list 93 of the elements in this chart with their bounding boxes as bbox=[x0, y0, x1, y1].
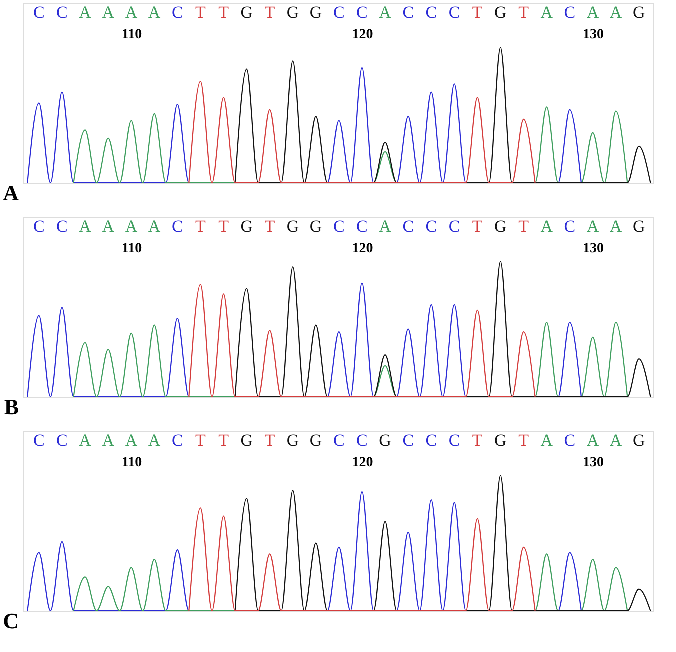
text: C bbox=[333, 3, 345, 22]
text: A bbox=[102, 3, 116, 22]
text: T bbox=[518, 217, 530, 236]
text: A bbox=[148, 217, 162, 236]
x-tick-label: 120 bbox=[352, 28, 374, 42]
x-tick-label: 130 bbox=[583, 456, 604, 470]
text: G bbox=[379, 431, 392, 450]
text: A bbox=[540, 3, 554, 22]
text: A bbox=[125, 217, 138, 236]
text: A bbox=[102, 431, 116, 450]
text: C bbox=[402, 431, 414, 450]
text: A bbox=[79, 217, 92, 236]
text: G bbox=[633, 3, 646, 22]
text: C bbox=[33, 431, 45, 450]
text: T bbox=[472, 3, 484, 22]
text: A bbox=[610, 431, 623, 450]
text: A bbox=[125, 431, 138, 450]
text: C bbox=[356, 3, 368, 22]
text: G bbox=[240, 217, 253, 236]
text: G bbox=[310, 217, 322, 236]
text: G bbox=[286, 3, 300, 22]
text: A bbox=[540, 217, 554, 236]
text: C bbox=[33, 217, 45, 236]
text: C bbox=[333, 217, 345, 236]
text: T bbox=[218, 217, 230, 236]
text: A bbox=[610, 217, 623, 236]
x-tick-label: 120 bbox=[352, 456, 374, 470]
text: C bbox=[448, 217, 460, 236]
text: A bbox=[79, 3, 92, 22]
text: A bbox=[102, 217, 116, 236]
text: C bbox=[56, 3, 68, 22]
text: C bbox=[426, 217, 438, 236]
text: G bbox=[494, 3, 507, 22]
text: B bbox=[4, 394, 20, 420]
text: C bbox=[33, 3, 45, 22]
text: G bbox=[240, 431, 253, 450]
text: C bbox=[402, 217, 414, 236]
text: G bbox=[494, 431, 507, 450]
text: T bbox=[472, 217, 484, 236]
text: A bbox=[586, 431, 600, 450]
text: C bbox=[426, 3, 438, 22]
text: T bbox=[264, 3, 276, 22]
text: C bbox=[356, 431, 368, 450]
text: G bbox=[286, 217, 300, 236]
text: A bbox=[540, 431, 554, 450]
text: A bbox=[125, 3, 138, 22]
text: T bbox=[264, 431, 276, 450]
text: A bbox=[148, 431, 162, 450]
x-tick-label: 130 bbox=[583, 242, 604, 256]
x-tick-label: 110 bbox=[122, 242, 142, 256]
text: C bbox=[172, 3, 184, 22]
text: C bbox=[564, 431, 576, 450]
text: C bbox=[448, 3, 460, 22]
text: T bbox=[195, 217, 206, 236]
text: C bbox=[402, 3, 414, 22]
text: C bbox=[3, 608, 20, 634]
text: C bbox=[356, 217, 368, 236]
text: C bbox=[564, 3, 576, 22]
text: C bbox=[333, 431, 345, 450]
text: A bbox=[379, 217, 392, 236]
text: G bbox=[494, 217, 507, 236]
text: T bbox=[195, 3, 206, 22]
text: G bbox=[310, 3, 322, 22]
text: G bbox=[633, 431, 646, 450]
text: T bbox=[518, 431, 530, 450]
text: T bbox=[472, 431, 484, 450]
text: T bbox=[218, 431, 230, 450]
text: C bbox=[448, 431, 460, 450]
text: A bbox=[3, 180, 20, 206]
text: G bbox=[240, 3, 253, 22]
x-tick-label: 110 bbox=[122, 28, 142, 42]
text: G bbox=[286, 431, 300, 450]
text: A bbox=[586, 217, 600, 236]
x-tick-label: 120 bbox=[352, 242, 374, 256]
text: A bbox=[586, 3, 600, 22]
text: A bbox=[379, 3, 392, 22]
x-tick-label: 110 bbox=[122, 456, 142, 470]
text: A bbox=[148, 3, 162, 22]
text: T bbox=[518, 3, 530, 22]
text: T bbox=[195, 431, 206, 450]
text: A bbox=[610, 3, 623, 22]
text: G bbox=[310, 431, 322, 450]
text: C bbox=[564, 217, 576, 236]
text: C bbox=[56, 431, 68, 450]
text: T bbox=[218, 3, 230, 22]
text: C bbox=[172, 217, 184, 236]
text: G bbox=[633, 217, 646, 236]
text: C bbox=[172, 431, 184, 450]
text: C bbox=[56, 217, 68, 236]
text: C bbox=[426, 431, 438, 450]
x-tick-label: 130 bbox=[583, 28, 604, 42]
text: A bbox=[79, 431, 92, 450]
text: T bbox=[264, 217, 276, 236]
